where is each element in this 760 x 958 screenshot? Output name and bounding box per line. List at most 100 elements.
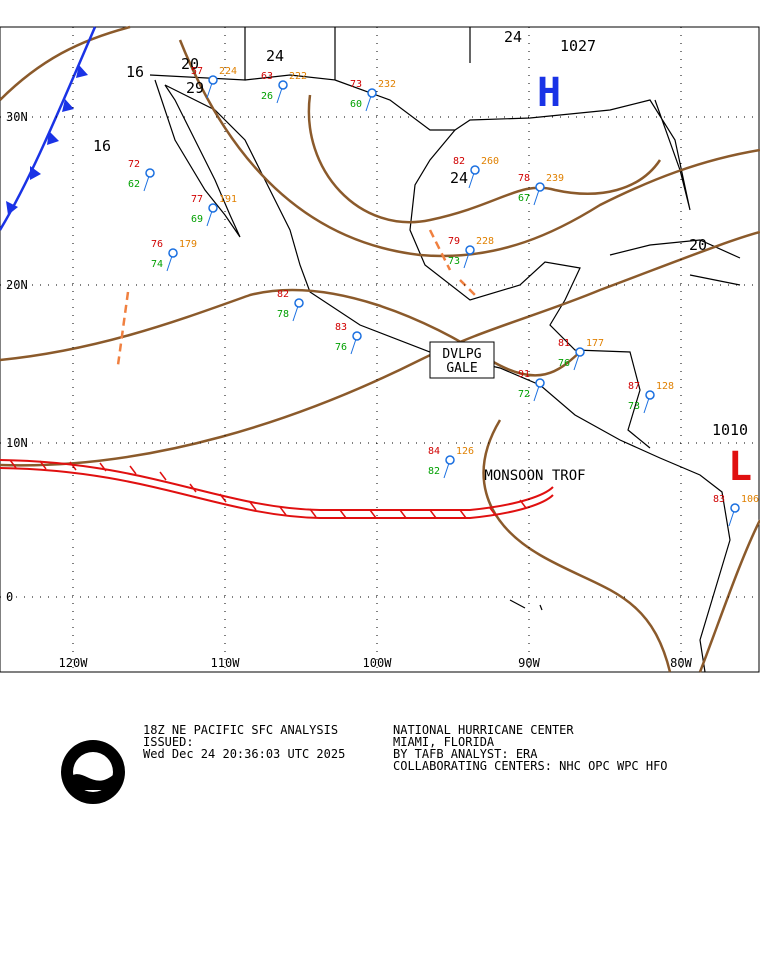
station-dewpoint: 62: [128, 179, 140, 190]
station-dewpoint: 67: [518, 193, 530, 204]
station-temp: 63: [261, 71, 273, 82]
lat-label: 10N: [6, 436, 28, 450]
station-dewpoint: 60: [350, 99, 362, 110]
station-dewpoint: 74: [151, 259, 163, 270]
logo-wave: [73, 774, 113, 790]
station-temp: 83: [713, 494, 725, 505]
front-triangles: [6, 65, 88, 215]
station-temp: 87: [628, 381, 640, 392]
station: [208, 203, 218, 213]
isobar: [0, 25, 131, 101]
station-dewpoint: 69: [191, 214, 203, 225]
isobar-label: 16: [126, 63, 144, 81]
station-temp: 84: [428, 446, 440, 457]
station-pressure: 126: [456, 446, 474, 457]
station: [575, 347, 585, 357]
station-dewpoint: 78: [277, 309, 289, 320]
islands: [509, 239, 741, 611]
trough-line: [116, 229, 476, 366]
isobar: [307, 94, 662, 224]
center-symbol: L: [728, 444, 752, 490]
station-temp: 78: [518, 173, 530, 184]
station-pressure: 191: [219, 194, 237, 205]
station-temp: 91: [518, 369, 530, 380]
station: [145, 168, 155, 178]
lon-label: 120W: [59, 656, 89, 670]
isobar-label: 24: [450, 169, 468, 187]
station-pressure: 128: [656, 381, 674, 392]
station: [465, 245, 475, 255]
gale-label: DVLPG: [442, 347, 481, 362]
station-pressure: 222: [289, 71, 307, 82]
station-dewpoint: 73: [628, 401, 640, 412]
station-pressure: 177: [586, 338, 604, 349]
center-pressure: 1010: [712, 421, 748, 439]
gale-box: [429, 341, 495, 379]
lat-label: 30N: [6, 110, 28, 124]
station-pressure: 232: [378, 79, 396, 90]
station: [208, 75, 218, 85]
isobar-label: 16: [93, 137, 111, 155]
station-temp: 79: [448, 236, 460, 247]
station: [352, 331, 362, 341]
center-symbol: H: [537, 70, 561, 116]
cold-front: [0, 26, 97, 231]
station: [294, 298, 304, 308]
station-pressure: 224: [219, 66, 237, 77]
lat-label: 0: [6, 590, 13, 604]
station: [278, 80, 288, 90]
station-dewpoint: 26: [261, 91, 273, 102]
monsoon-trough-band: [0, 459, 554, 519]
station-dewpoint: 73: [448, 256, 460, 267]
isobars: [0, 25, 760, 673]
footer-left: Wed Dec 24 20:36:03 UTC 2025: [143, 747, 345, 761]
station-temp: 82: [277, 289, 289, 300]
lon-label: 100W: [363, 656, 393, 670]
station-pressure: 228: [476, 236, 494, 247]
footer-left: 18Z NE PACIFIC SFC ANALYSIS: [143, 723, 338, 737]
station-temp: 83: [335, 322, 347, 333]
us-border: [149, 27, 691, 211]
isobar: [698, 519, 760, 673]
station-temp: 76: [151, 239, 163, 250]
map-frame: [0, 26, 760, 673]
station-pressure: 260: [481, 156, 499, 167]
lon-label: 90W: [518, 656, 540, 670]
station-temp: 82: [453, 156, 465, 167]
trough-hatch: [9, 459, 527, 519]
isobar-label: 29: [186, 79, 204, 97]
gulf-coast: [409, 129, 651, 449]
trough-label: MONSOON TROF: [484, 468, 585, 484]
station-dewpoint: 76: [558, 358, 570, 369]
station: [445, 455, 455, 465]
lon-label: 110W: [211, 656, 241, 670]
station: [470, 165, 480, 175]
footer-right: MIAMI, FLORIDA: [393, 735, 495, 749]
footer-right: NATIONAL HURRICANE CENTER: [393, 723, 574, 737]
station-pressure: 179: [179, 239, 197, 250]
isobar-label: 20: [689, 236, 707, 254]
lon-label: 80W: [670, 656, 692, 670]
noaa-logo: [61, 740, 125, 804]
station-dewpoint: 76: [335, 342, 347, 353]
station-temp: 57: [191, 66, 203, 77]
station-temp: 77: [191, 194, 203, 205]
footer-left: ISSUED:: [143, 735, 194, 749]
center-pressure: 1027: [560, 37, 596, 55]
station: [645, 390, 655, 400]
station: [168, 248, 178, 258]
station-pressure: 106: [741, 494, 759, 505]
baja: [154, 79, 241, 238]
pacific-coast: [164, 84, 731, 673]
station-pressure: 239: [546, 173, 564, 184]
station-temp: 72: [128, 159, 140, 170]
station-temp: 81: [558, 338, 570, 349]
footer-right: COLLABORATING CENTERS: NHC OPC WPC HFO: [393, 759, 668, 773]
station: [535, 182, 545, 192]
isobar-label: 24: [266, 47, 284, 65]
station: [730, 503, 740, 513]
lat-label: 20N: [6, 278, 28, 292]
station-dewpoint: 72: [518, 389, 530, 400]
